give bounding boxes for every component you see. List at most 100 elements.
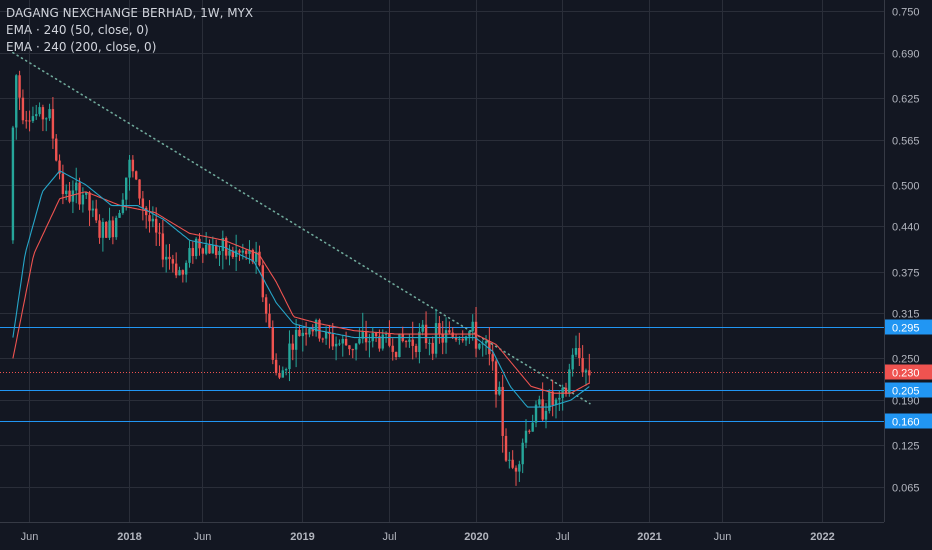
candle: [314, 318, 318, 337]
candle: [121, 193, 125, 215]
candle: [208, 239, 211, 254]
candle: [25, 110, 28, 129]
candle: [301, 327, 304, 352]
candle-body: [158, 232, 161, 234]
candle-body: [464, 336, 468, 341]
candle: [348, 345, 351, 356]
candle: [461, 330, 464, 343]
candle-body: [234, 250, 238, 257]
candle: [398, 333, 401, 358]
candle: [534, 400, 538, 428]
candle-body: [224, 238, 228, 256]
candle-body: [11, 127, 15, 241]
candle-body: [574, 348, 578, 355]
candle: [115, 215, 118, 240]
candle-body: [284, 369, 288, 371]
level-price-label: 0.295: [892, 323, 920, 335]
candle-body: [188, 248, 191, 263]
candle-body: [108, 220, 111, 238]
candle: [361, 312, 364, 344]
candle-body: [414, 345, 418, 353]
candle: [411, 321, 414, 360]
candle-body: [174, 263, 178, 276]
candle-body: [494, 361, 498, 395]
candle-body: [201, 248, 205, 254]
candle-body: [478, 343, 481, 349]
candle-body: [584, 370, 588, 373]
candle-body: [434, 323, 438, 354]
candle: [188, 240, 191, 268]
candle: [354, 343, 358, 361]
indicator-ema-50[interactable]: EMA · 240 (50, close, 0): [6, 23, 149, 37]
x-tick-label: 2020: [464, 531, 488, 543]
candle-body: [454, 336, 458, 340]
y-tick-label: 0.375: [892, 268, 920, 280]
candle-body: [58, 160, 61, 174]
candle-body: [111, 220, 115, 238]
candle-body: [288, 343, 291, 370]
candle-body: [448, 330, 451, 333]
candle-body: [361, 331, 364, 339]
y-tick-label: 0.315: [892, 309, 920, 321]
candle-body: [521, 442, 524, 465]
candle: [511, 450, 514, 470]
horizontal-levels[interactable]: [0, 327, 884, 422]
candle: [344, 331, 348, 346]
candle-body: [351, 349, 354, 351]
candle: [48, 103, 51, 121]
candle-body: [251, 249, 255, 262]
price-axis[interactable]: 0.750 0.690 0.625 0.565 0.500 0.440 0.375 0.315…: [884, 0, 932, 550]
candle-body: [298, 329, 301, 337]
candle: [158, 222, 161, 247]
candle-body: [91, 208, 95, 211]
candle-body: [554, 399, 558, 406]
candle-body: [558, 397, 561, 400]
candle: [268, 303, 271, 329]
candle: [408, 333, 411, 348]
level-price-label: 0.205: [892, 386, 920, 398]
candle-body: [331, 334, 334, 347]
candle-body: [168, 256, 171, 260]
candle: [528, 429, 531, 434]
candle-body: [228, 250, 231, 256]
candle-body: [484, 341, 488, 344]
candle: [561, 384, 564, 411]
candle-body: [125, 177, 128, 200]
candle: [194, 237, 198, 260]
x-tick-label: Jul: [382, 531, 396, 543]
candle-body: [404, 341, 408, 343]
candle-body: [65, 190, 68, 195]
candle-body: [198, 238, 201, 249]
candle: [521, 438, 524, 474]
candle-body: [348, 345, 351, 350]
candle-body: [38, 107, 41, 115]
candle: [281, 366, 284, 378]
candle-body: [151, 218, 155, 222]
candle: [478, 343, 481, 351]
candle-body: [511, 459, 514, 468]
candle-body: [131, 159, 135, 172]
candle-body: [438, 323, 441, 334]
candle-body: [105, 221, 108, 238]
candle: [28, 110, 31, 132]
candle-body: [134, 171, 138, 180]
candle-body: [35, 114, 38, 117]
candle: [288, 330, 291, 382]
candle: [291, 334, 294, 361]
candle-body: [218, 251, 221, 256]
x-tick-label: 2019: [290, 531, 314, 543]
indicator-ema-200[interactable]: EMA · 240 (200, close, 0): [6, 40, 157, 54]
candle-body: [75, 182, 78, 191]
candle: [95, 199, 98, 223]
ema-200-line: [12, 191, 590, 394]
time-axis[interactable]: Jun 2018 Jun 2019 Jul 2020 Jul 2021 Jun 2022: [0, 522, 884, 544]
candle: [284, 367, 288, 376]
x-tick-label: Jun: [21, 531, 39, 543]
candle: [588, 353, 591, 384]
y-tick-label: 0.565: [892, 136, 920, 148]
candle-body: [55, 138, 58, 161]
candle-body: [21, 97, 25, 121]
candle-body: [471, 321, 474, 332]
candle-body: [144, 207, 148, 216]
